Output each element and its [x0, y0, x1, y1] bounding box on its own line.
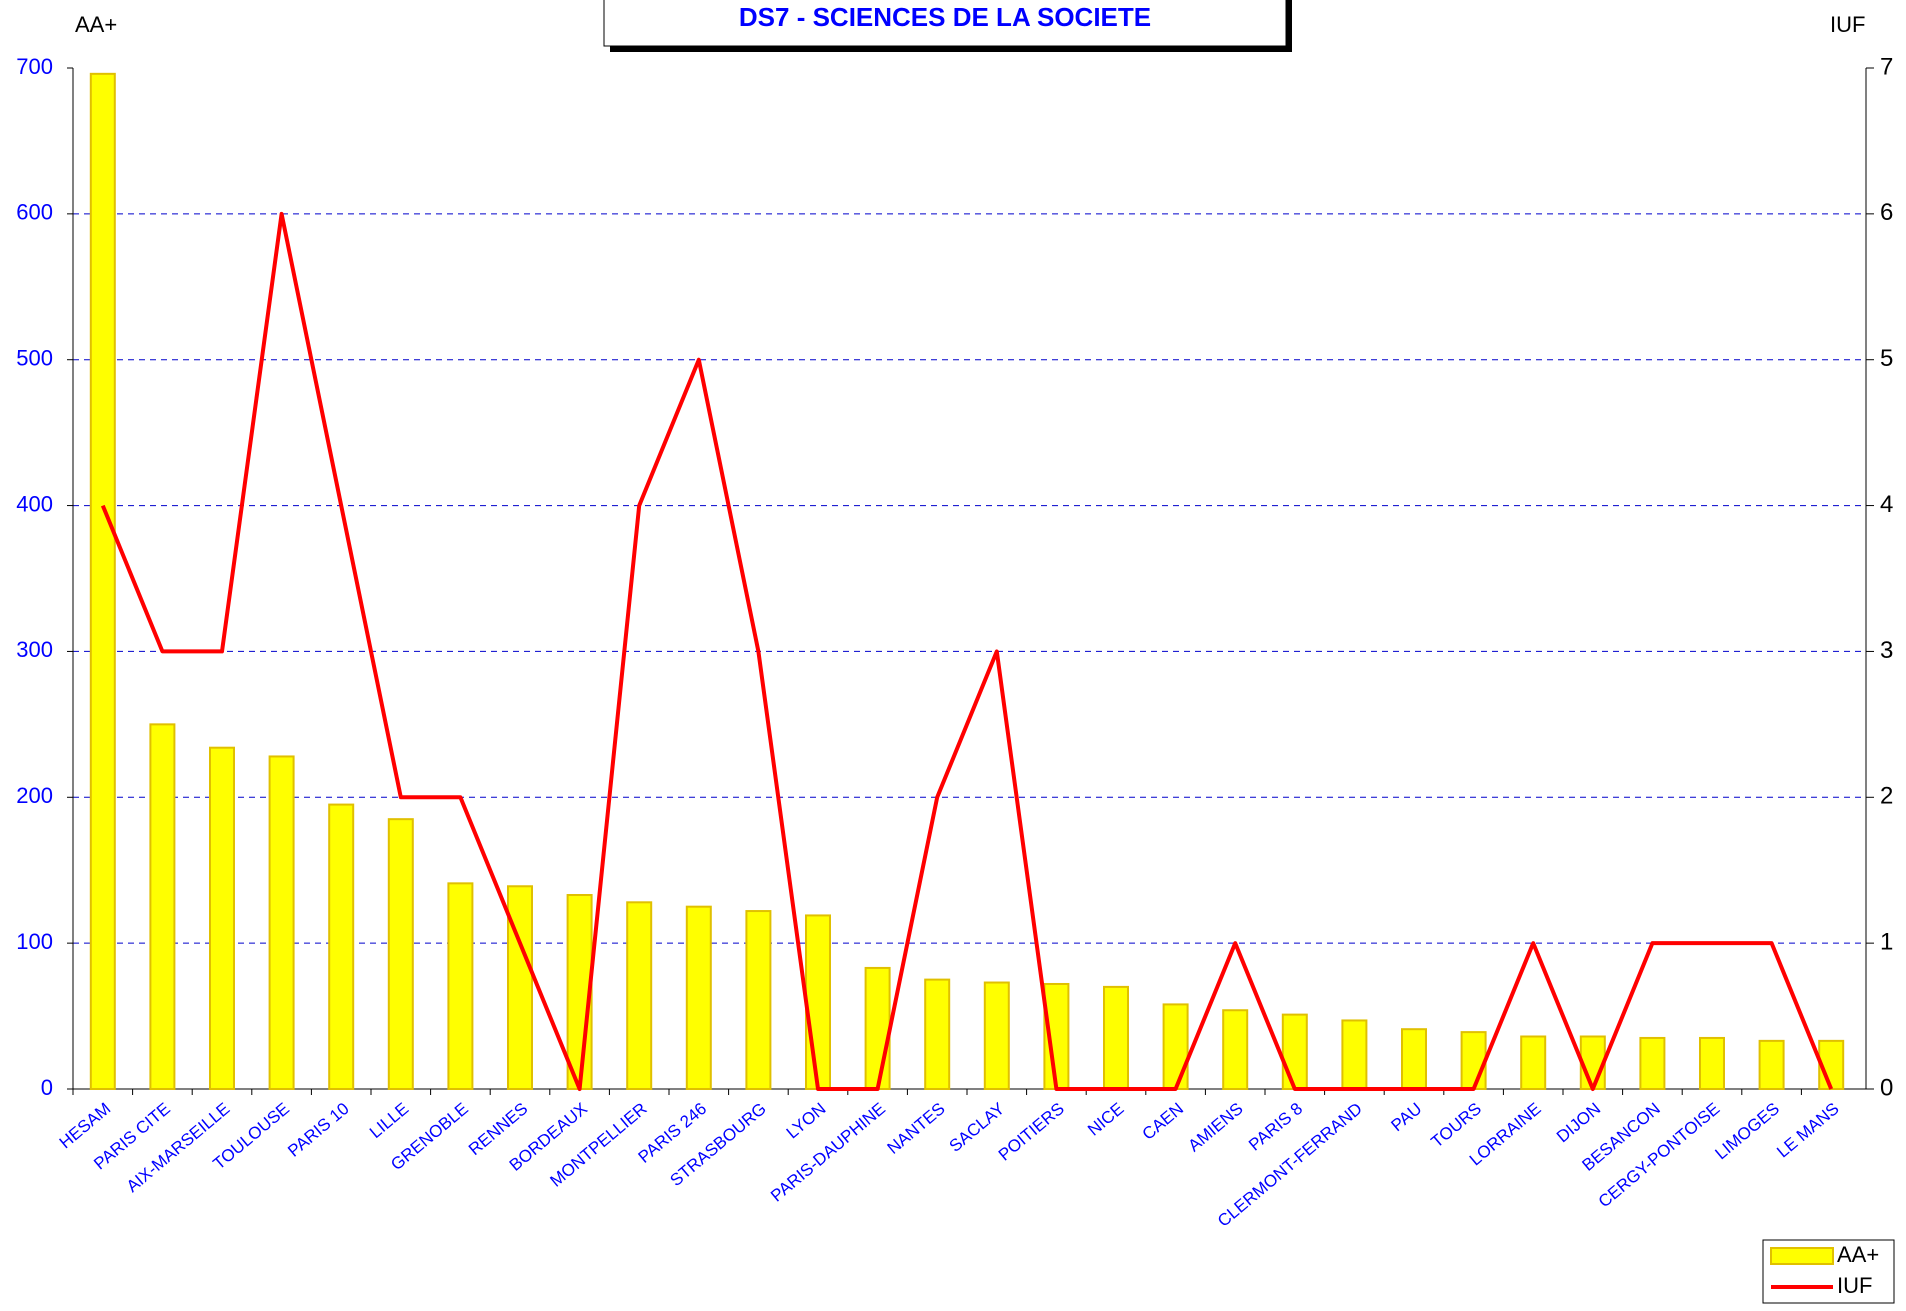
bar [1699, 1036, 1725, 1090]
x-tick-label: LYON [783, 1099, 830, 1143]
bar [1579, 1035, 1606, 1091]
y-tick-label: 500 [16, 346, 53, 371]
x-tick-label: NICE [1084, 1099, 1127, 1140]
y2-tick-label: 4 [1880, 491, 1893, 518]
bar [89, 72, 116, 1090]
y-tick-label: 700 [16, 54, 53, 79]
y2-tick-label: 0 [1880, 1074, 1893, 1101]
bar [685, 905, 712, 1091]
y2-tick-label: 5 [1880, 345, 1893, 372]
legend-label: IUF [1837, 1273, 1872, 1298]
bar [447, 882, 474, 1090]
line [100, 211, 1834, 1091]
x-tick-label: PARIS-DAUPHINE [767, 1099, 889, 1206]
x-tick-label: DIJON [1553, 1099, 1604, 1146]
x-tick-label: LIMOGES [1711, 1099, 1783, 1163]
bar [1281, 1013, 1308, 1090]
x-tick-label: PARIS 10 [284, 1099, 352, 1161]
bar [983, 981, 1010, 1091]
bar [626, 901, 653, 1090]
y-tick-label: 600 [16, 200, 53, 225]
bar [1341, 1019, 1368, 1090]
bar [149, 723, 176, 1090]
y2-axis-label: IUF [1830, 12, 1865, 37]
bar [507, 885, 533, 1090]
bar [1460, 1031, 1487, 1091]
x-tick-label: HESAM [56, 1099, 115, 1152]
bar [745, 910, 772, 1090]
x-tick-label: PAU [1387, 1099, 1425, 1135]
bar [805, 914, 831, 1090]
x-tick-label: AIX-MARSEILLE [123, 1099, 234, 1196]
title-box [603, 0, 1287, 47]
bar [209, 746, 235, 1090]
legend-swatch [1770, 1247, 1834, 1265]
bar [924, 978, 951, 1090]
bar [1222, 1009, 1249, 1090]
y-tick-label: 0 [41, 1075, 53, 1100]
y2-tick-label: 2 [1880, 783, 1893, 810]
x-tick-label: POITIERS [995, 1099, 1068, 1165]
y-axis-label: AA+ [75, 12, 117, 37]
bar [1758, 1039, 1785, 1091]
x-tick-label: NANTES [884, 1099, 949, 1158]
bar [1520, 1035, 1547, 1091]
bar [1103, 985, 1129, 1091]
bar [1818, 1039, 1845, 1091]
bar [1639, 1036, 1666, 1090]
y2-tick-label: 3 [1880, 637, 1893, 664]
bar [328, 803, 355, 1090]
bar [1401, 1028, 1427, 1091]
bar [864, 966, 891, 1091]
chart-title: DS7 - SCIENCES DE LA SOCIETE [739, 2, 1151, 32]
y2-tick-label: 1 [1880, 928, 1893, 955]
x-tick-label: AMIENS [1185, 1099, 1247, 1155]
y2-tick-label: 7 [1880, 53, 1893, 80]
x-tick-label: LE MANS [1773, 1099, 1842, 1162]
x-tick-label: LILLE [366, 1099, 412, 1142]
x-tick-label: TOURS [1427, 1099, 1485, 1152]
y-tick-label: 100 [16, 929, 53, 954]
y-tick-label: 200 [16, 783, 53, 808]
y-tick-label: 300 [16, 637, 53, 662]
x-tick-label: CAEN [1139, 1099, 1187, 1144]
y2-tick-label: 6 [1880, 199, 1893, 226]
bar [387, 818, 414, 1091]
y-tick-label: 400 [16, 491, 53, 516]
bar [268, 755, 295, 1091]
legend-label: AA+ [1837, 1242, 1879, 1267]
bar [1162, 1003, 1189, 1090]
